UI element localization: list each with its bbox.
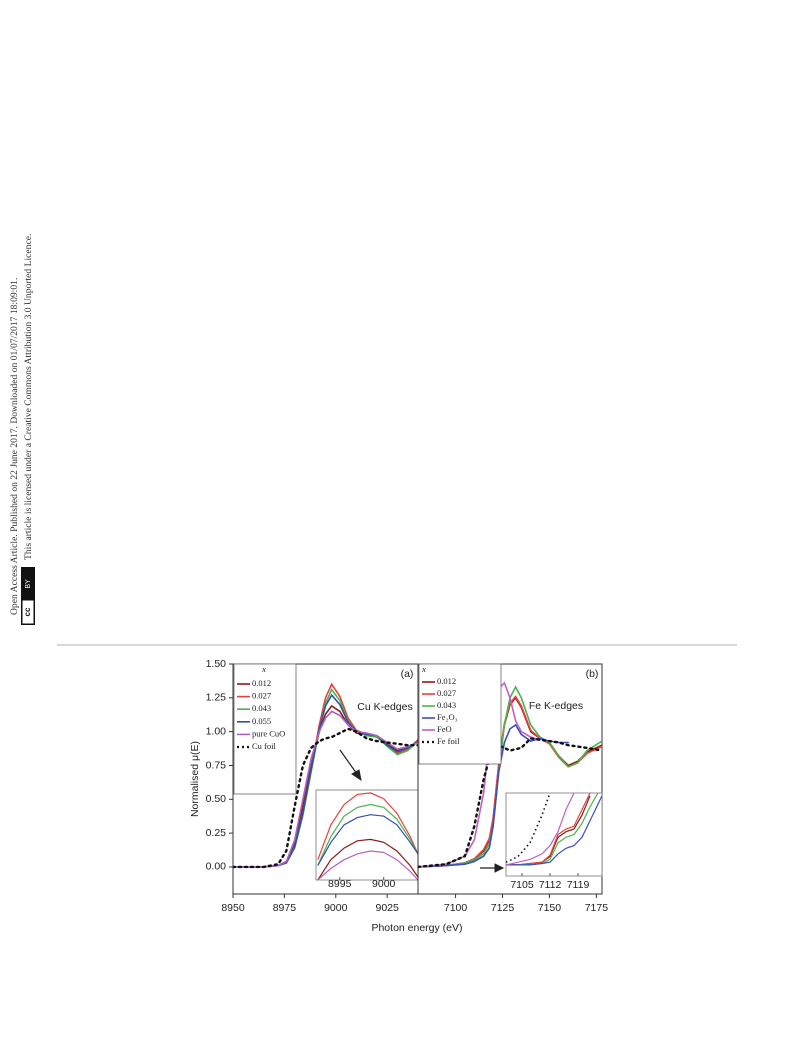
side-note: This article is licensed under a Creativ… (23, 234, 34, 560)
legend-label: 0.055 (252, 716, 271, 726)
x-tick-label: 9025 (375, 902, 399, 914)
legend-label: Cu foil (252, 741, 276, 751)
annotation: Cu K-edges (357, 701, 412, 713)
side-note: Open Access Article. Published on 22 Jun… (9, 278, 20, 615)
legend-title: x (261, 664, 266, 674)
x-axis-label: Photon energy (eV) (371, 922, 462, 934)
inset-series-group (317, 792, 418, 880)
badge-cc: cc (23, 607, 32, 616)
x-tick-label: 7150 (538, 902, 562, 914)
series-line (418, 737, 602, 869)
series-line (233, 693, 418, 868)
panel-label: (b) (586, 668, 599, 680)
legend-box (418, 663, 502, 765)
y-tick-label: 1.00 (206, 725, 227, 737)
legend-label: 0.012 (437, 676, 456, 686)
legend-label: Fe foil (437, 736, 460, 746)
y-tick-label: 1.50 (206, 658, 227, 670)
legend-label: 0.043 (252, 703, 271, 713)
legend-label: pure CuO (252, 728, 285, 738)
inset-frame (505, 792, 603, 877)
figure: 8950 8975 9000 9025 0.00 0.25 0.50 0.75 1.00 1.25… (189, 658, 608, 934)
legend-box (233, 663, 297, 795)
inset-line (317, 814, 418, 866)
inset-line (506, 793, 551, 863)
x-tick-label: 7125 (491, 902, 515, 914)
y-tick-label: 0.75 (206, 759, 227, 771)
badge-by: BY (25, 579, 32, 589)
cc-badge: cc BY (21, 567, 35, 625)
series-line (418, 685, 602, 868)
series-group (233, 682, 418, 869)
inset-line (506, 795, 602, 866)
panel-label: (a) (401, 668, 414, 680)
plot-frame (417, 663, 603, 895)
inset-line (317, 838, 418, 880)
x-tick-label: 7100 (444, 902, 468, 914)
legend-label: 0.012 (252, 678, 271, 688)
legend-label: Fe₂O₃ (437, 712, 458, 722)
y-tick-label: 1.25 (206, 692, 227, 704)
y-tick-label: 0.50 (206, 793, 227, 805)
legend-label: 0.043 (437, 700, 456, 710)
legend-label: FeO (437, 724, 452, 734)
inset-x-tick-label: 7119 (567, 879, 590, 891)
inset-x-tick-label: 9000 (372, 878, 396, 890)
inset-x-tick-label: 7105 (510, 879, 534, 891)
x-tick-label: 7175 (585, 902, 609, 914)
legend-label: 0.027 (437, 688, 456, 698)
inset-x-tick-label: 8995 (328, 878, 352, 890)
series-group (418, 681, 602, 869)
inset-line (317, 792, 418, 860)
arrows (339, 749, 505, 873)
legend-title: x (421, 664, 426, 674)
legend-label: 0.027 (252, 691, 271, 701)
x-tick-label: 8975 (273, 902, 297, 914)
inset-line (317, 803, 418, 866)
y-tick-label: 0.00 (206, 861, 227, 873)
annotation: Fe K-edges (529, 700, 583, 712)
y-axis-label: Normalised μ(E) (189, 741, 201, 817)
x-tick-label: 9000 (324, 902, 348, 914)
inset-series-group (506, 793, 602, 866)
series-line (233, 727, 418, 869)
y-tick-label: 0.25 (206, 827, 227, 839)
inset-line (317, 850, 418, 880)
inset-line (506, 793, 575, 866)
inset-x-tick-label: 7112 (539, 879, 562, 891)
x-tick-label: 8950 (221, 902, 245, 914)
